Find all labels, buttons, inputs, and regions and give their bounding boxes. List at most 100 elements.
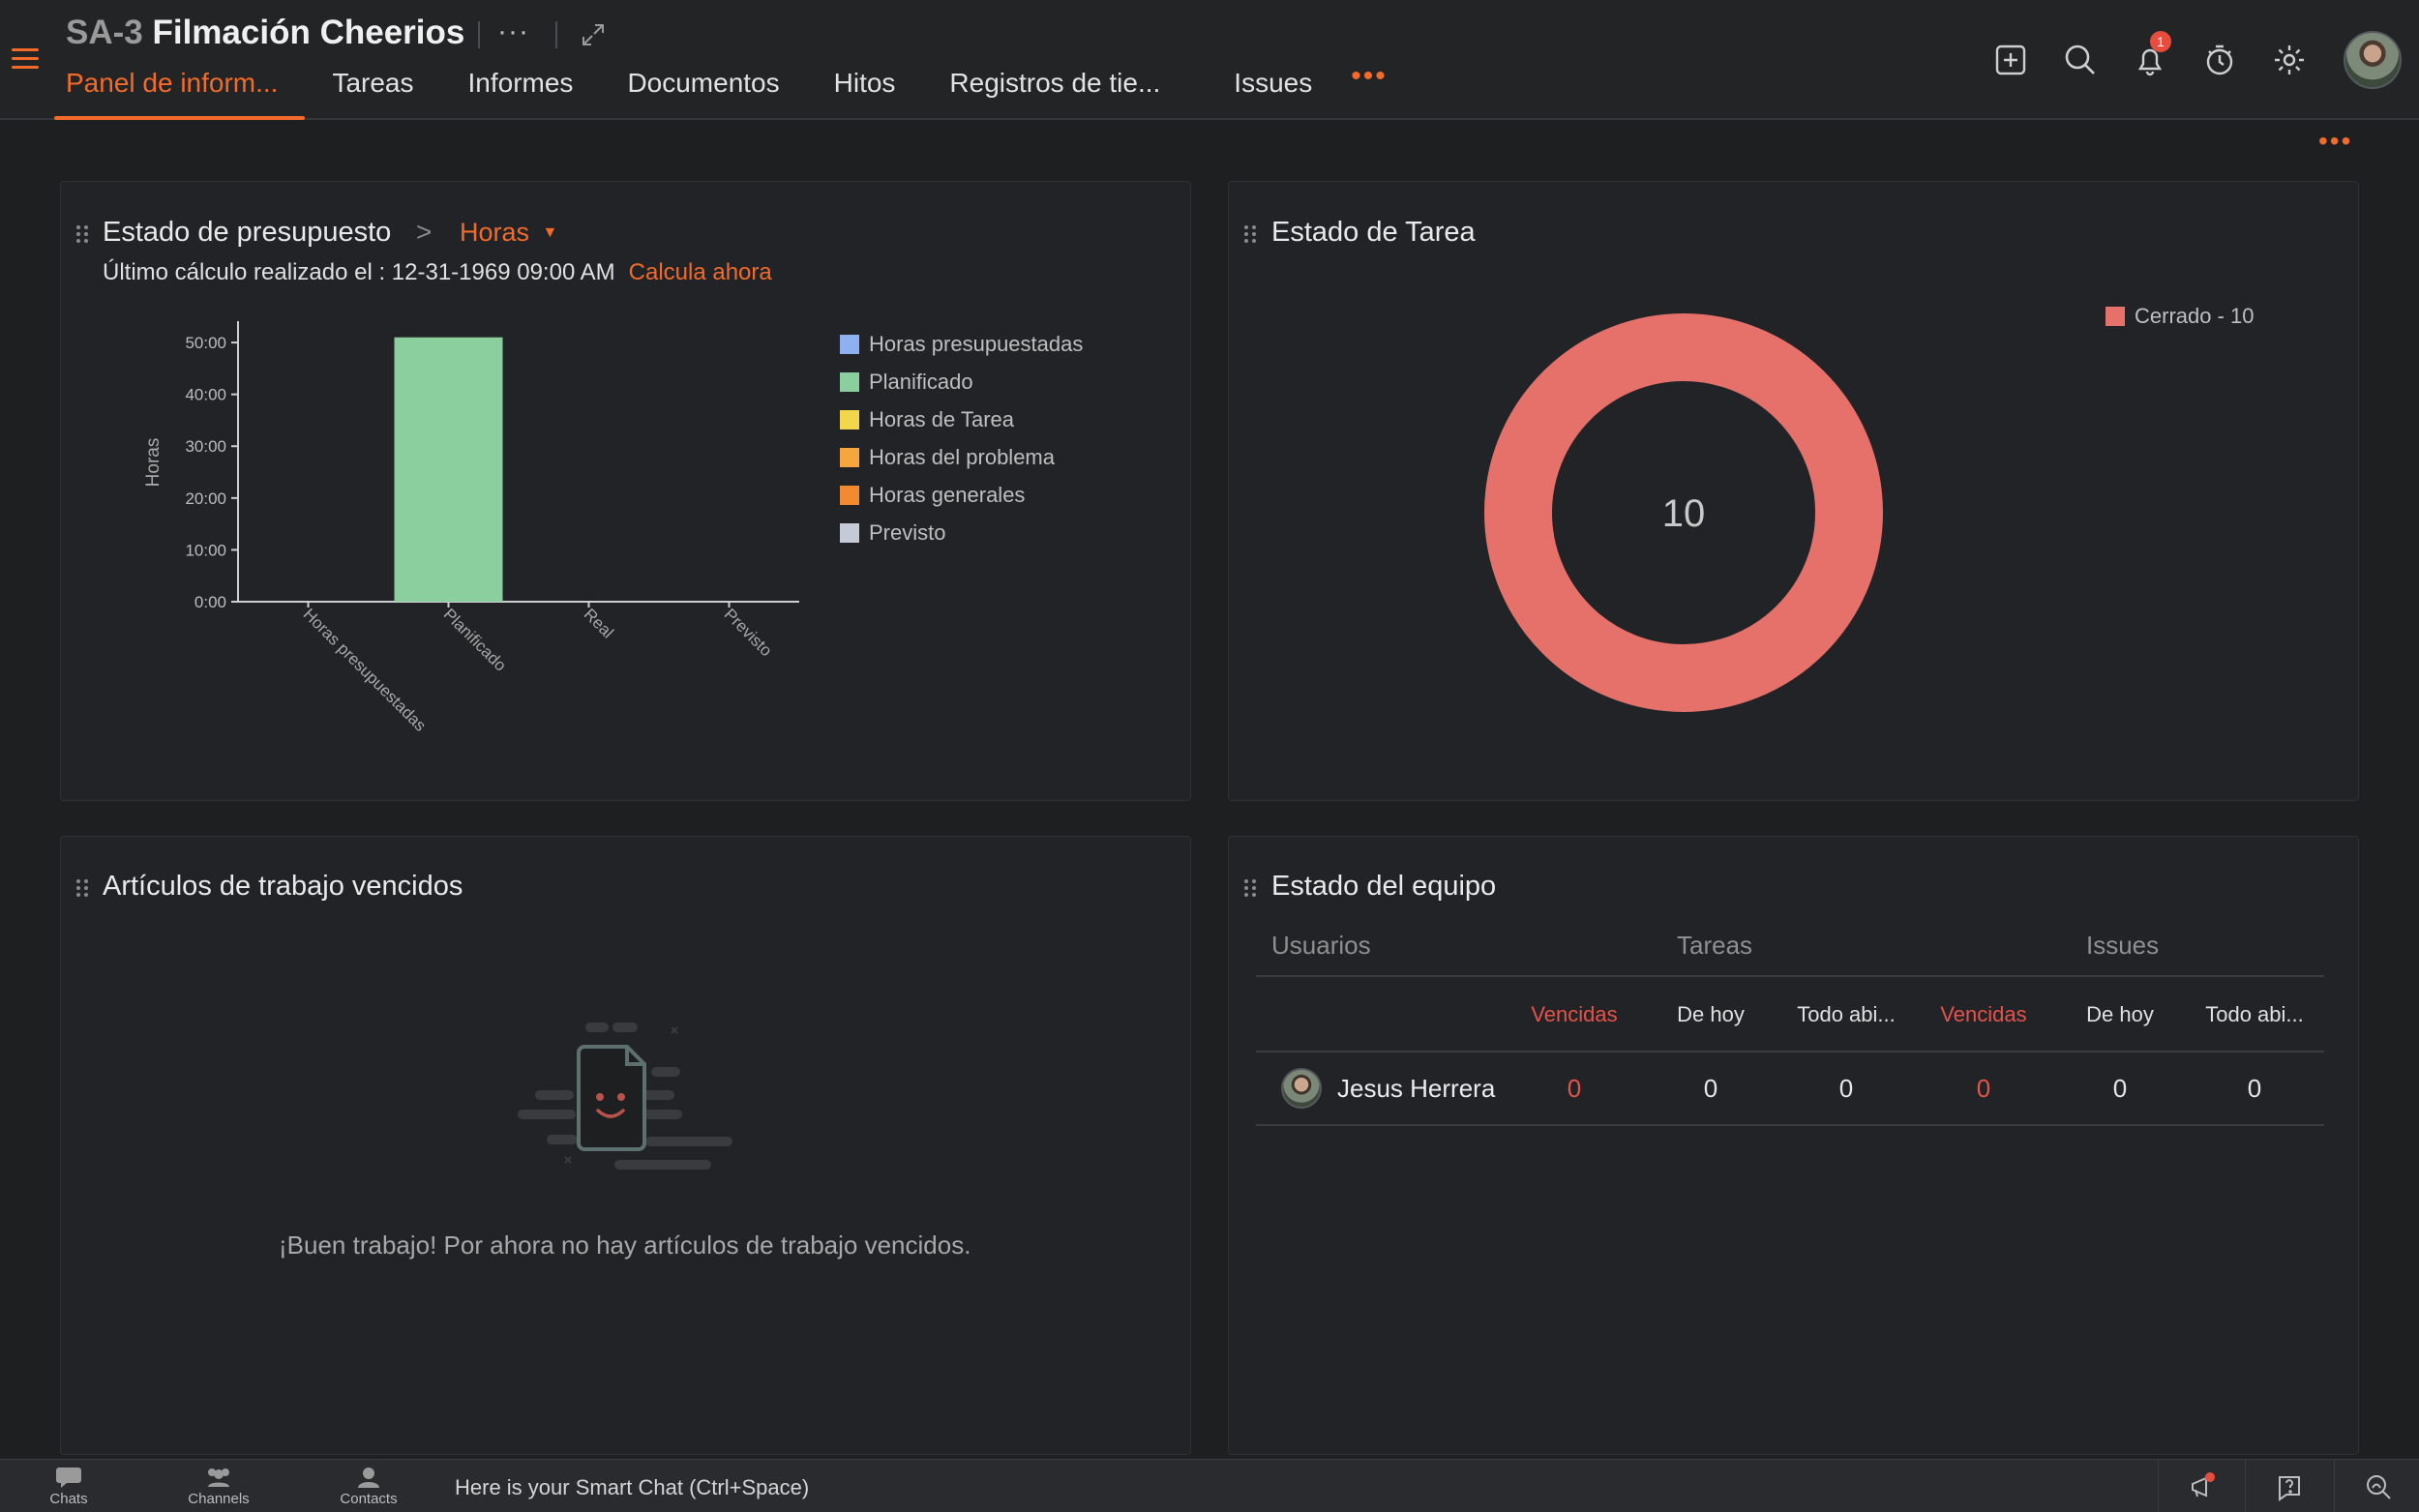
issues-overdue-count[interactable]: 0 [1976, 1074, 1991, 1103]
help-icon[interactable] [2274, 1471, 2305, 1502]
contacts-icon [358, 1468, 379, 1488]
hours-dropdown[interactable]: Horas ▼ [460, 218, 557, 248]
contacts-label: Contacts [340, 1491, 398, 1507]
legend-swatch [840, 486, 859, 505]
timer-icon[interactable] [2200, 41, 2239, 79]
calculate-now-link[interactable]: Calcula ahora [628, 259, 772, 285]
tab-dashboard[interactable]: Panel de inform... [53, 68, 306, 120]
zia-search-icon[interactable] [2363, 1471, 2394, 1502]
hours-dropdown-label: Horas [460, 218, 530, 247]
y-tick-label: 50:00 [185, 334, 226, 352]
tab-milestones[interactable]: Hitos [833, 68, 896, 98]
announcement-icon[interactable] [2187, 1471, 2218, 1502]
channels-label: Channels [188, 1491, 250, 1507]
legend-item: Planificado [840, 370, 973, 395]
add-icon[interactable] [1991, 41, 2030, 79]
user-name: Jesus Herrera [1337, 1074, 1496, 1103]
tabs-more-button[interactable]: ••• [1351, 60, 1388, 92]
divider [555, 21, 557, 48]
divider [1256, 975, 2324, 977]
notification-badge: 1 [2150, 31, 2171, 52]
x-tick-label: Real [581, 605, 617, 641]
divider [2158, 1460, 2159, 1512]
legend-item: Horas presupuestadas [840, 332, 1083, 357]
legend-item: Previsto [840, 520, 945, 546]
y-tick-label: 10:00 [185, 541, 226, 559]
dashboard-more-button[interactable]: ••• [2318, 126, 2353, 156]
chevron-right-icon: > [416, 217, 433, 247]
drag-handle-icon[interactable] [75, 224, 89, 244]
column-header-issues: Issues [2086, 931, 2160, 960]
task-status-donut-chart: 10 [1484, 313, 1883, 712]
x-tick-label: Horas presupuestadas [300, 605, 430, 734]
drag-handle-icon[interactable] [75, 878, 89, 898]
x-tick-label: Planificado [440, 605, 510, 674]
legend-label: Horas presupuestadas [869, 332, 1084, 356]
legend-item: Horas generales [840, 483, 1025, 508]
legend-swatch [840, 523, 859, 543]
drag-handle-icon[interactable] [1243, 878, 1257, 898]
legend-item: Horas del problema [840, 445, 1055, 470]
top-bar: SA-3 Filmación Cheerios ··· Panel de inf… [0, 0, 2419, 120]
y-axis-label: Horas [143, 438, 164, 488]
y-tick-label: 30:00 [185, 437, 226, 456]
empty-state-illustration [518, 1023, 732, 1170]
y-tick-label: 20:00 [185, 489, 226, 508]
legend-swatch [840, 448, 859, 467]
donut-slice[interactable] [1484, 313, 1883, 712]
bell-icon[interactable] [2131, 41, 2169, 79]
tab-documents[interactable]: Documentos [627, 68, 780, 98]
subheader-tasks-today: De hoy [1677, 1002, 1745, 1026]
tab-issues[interactable]: Issues [1234, 68, 1313, 98]
menu-icon[interactable] [12, 48, 39, 72]
divider [2334, 1460, 2335, 1512]
channels-button[interactable]: Channels [180, 1466, 257, 1507]
donut-center-label: 10 [1662, 492, 1706, 535]
tab-reports[interactable]: Informes [467, 68, 574, 98]
chats-button[interactable]: Chats [30, 1466, 107, 1507]
column-header-users: Usuarios [1271, 931, 1371, 960]
contacts-button[interactable]: Contacts [330, 1466, 407, 1507]
issues-today-count[interactable]: 0 [2112, 1074, 2128, 1103]
tab-timelogs[interactable]: Registros de tie... [949, 68, 1161, 98]
smart-chat-input[interactable]: Here is your Smart Chat (Ctrl+Space) [455, 1475, 810, 1499]
divider [1256, 1051, 2324, 1052]
issues-all-open-count[interactable]: 0 [2247, 1074, 2262, 1103]
tasks-overdue-count[interactable]: 0 [1567, 1074, 1582, 1103]
legend-label: Cerrado - 10 [2135, 304, 2255, 328]
subheader-tasks-all-open: Todo abi... [1797, 1002, 1896, 1026]
drag-handle-icon[interactable] [1243, 224, 1257, 244]
chats-label: Chats [49, 1491, 88, 1507]
y-tick-label: 0:00 [194, 593, 226, 611]
tasks-today-count[interactable]: 0 [1703, 1074, 1718, 1103]
user-avatar[interactable] [2344, 31, 2402, 89]
last-calculation-text: Último cálculo realizado el : 12-31-1969… [103, 259, 615, 285]
donut-legend-item: Cerrado - 10 [2105, 304, 2255, 329]
expand-icon[interactable] [578, 19, 609, 50]
legend-swatch [840, 372, 859, 392]
y-tick-label: 40:00 [185, 386, 226, 404]
caret-down-icon: ▼ [542, 224, 558, 241]
budget-bar-chart: 0:00 10:00 20:00 30:00 40:00 50:00 Horas pres… [143, 321, 799, 735]
project-name: Filmación Cheerios [152, 14, 465, 51]
team-status-panel [1228, 836, 2359, 1455]
legend-label: Horas del problema [869, 445, 1055, 469]
divider [1256, 1124, 2324, 1126]
chat-icon [56, 1468, 81, 1488]
legend-label: Horas de Tarea [869, 407, 1015, 431]
tasks-all-open-count[interactable]: 0 [1838, 1074, 1854, 1103]
subheader-issues-all-open: Todo abi... [2205, 1002, 2304, 1026]
tab-bar: Panel de inform... Tareas Informes Docum… [53, 60, 1388, 120]
divider [2245, 1460, 2246, 1512]
legend-label: Horas generales [869, 483, 1026, 507]
divider [478, 21, 480, 48]
x-tick-label: Previsto [721, 605, 776, 660]
project-more-button[interactable]: ··· [497, 15, 529, 47]
tab-tasks[interactable]: Tareas [332, 68, 414, 98]
search-icon[interactable] [2061, 41, 2100, 79]
gear-icon[interactable] [2270, 41, 2309, 79]
legend-item: Horas de Tarea [840, 407, 1014, 432]
empty-state-message: ¡Buen trabajo! Por ahora no hay artículo… [279, 1230, 971, 1260]
legend-label: Previsto [869, 520, 946, 545]
avatar [1281, 1068, 1322, 1109]
